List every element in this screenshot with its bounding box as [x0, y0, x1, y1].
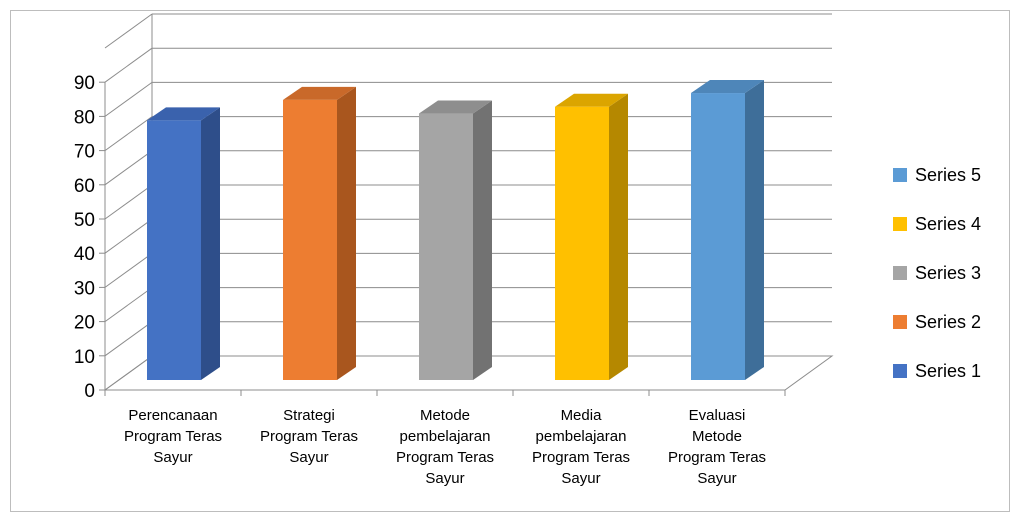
gridline-side	[104, 252, 153, 288]
bar-front	[147, 120, 201, 381]
gridline-side	[104, 150, 153, 186]
bar-top	[147, 107, 220, 121]
y-tick-label: 0	[84, 381, 95, 402]
legend-label: Series 2	[915, 312, 981, 332]
legend-label: Series 3	[915, 263, 981, 283]
y-tick-label: 40	[74, 244, 95, 265]
bar-series-1	[147, 107, 220, 381]
y-tick-label: 70	[74, 142, 95, 163]
y-tick-label: 90	[74, 73, 95, 94]
bar-series-2	[283, 86, 356, 380]
gridline-side	[104, 184, 153, 220]
bar-front	[419, 113, 473, 380]
bar-side	[201, 107, 220, 381]
legend-swatch	[893, 315, 907, 329]
bar-top	[555, 93, 628, 107]
bar-series-5	[691, 80, 764, 380]
legend-label: Series 5	[915, 165, 981, 185]
legend-label: Series 1	[915, 361, 981, 381]
legend-swatch	[893, 168, 907, 182]
bar-top	[419, 100, 492, 114]
legend-swatch	[893, 364, 907, 378]
bar-top	[691, 80, 764, 94]
gridline-side	[104, 218, 153, 254]
x-category-label: Evaluasi Metode Program Teras Sayur	[668, 407, 766, 487]
y-axis: 0 10 20 30 40 50 60 70 80 90	[74, 73, 106, 402]
bar-front	[691, 93, 745, 380]
bar-side	[473, 100, 492, 380]
x-category-label: Metode pembelajaran Program Teras Sayur	[396, 407, 494, 487]
bar-front	[283, 99, 337, 380]
bar-side	[337, 86, 356, 380]
y-tick-label: 30	[74, 278, 95, 299]
x-category-label: Strategi Program Teras Sayur	[260, 407, 358, 466]
bar-front	[555, 106, 609, 380]
bar-series-3	[419, 100, 492, 380]
x-category-label: Media pembelajaran Program Teras Sayur	[532, 407, 630, 487]
y-tick-label: 80	[74, 107, 95, 128]
gridline-side	[104, 116, 153, 152]
y-tick-label: 20	[74, 313, 95, 334]
legend: Series 5 Series 4 Series 3 Series 2 Series 1	[893, 165, 981, 381]
gridline-side	[104, 81, 153, 117]
legend-swatch	[893, 217, 907, 231]
gridline-side	[104, 355, 153, 391]
legend-swatch	[893, 266, 907, 280]
bar-series-4	[555, 93, 628, 380]
bar-side	[745, 80, 764, 380]
gridline-side	[104, 287, 153, 323]
y-tick-label: 10	[74, 347, 95, 368]
x-axis: Perencanaan Program Teras Sayur Strategi Pro…	[104, 389, 786, 487]
x-category-label: Perencanaan Program Teras Sayur	[124, 407, 222, 466]
gridline-side	[104, 321, 153, 357]
gridline-side	[104, 47, 153, 83]
bar-side	[609, 93, 628, 380]
gridline-side	[104, 13, 153, 49]
y-tick-label: 60	[74, 176, 95, 197]
legend-label: Series 4	[915, 214, 981, 234]
bar-top	[283, 86, 356, 100]
y-tick-label: 50	[74, 210, 95, 231]
bars	[147, 80, 764, 381]
